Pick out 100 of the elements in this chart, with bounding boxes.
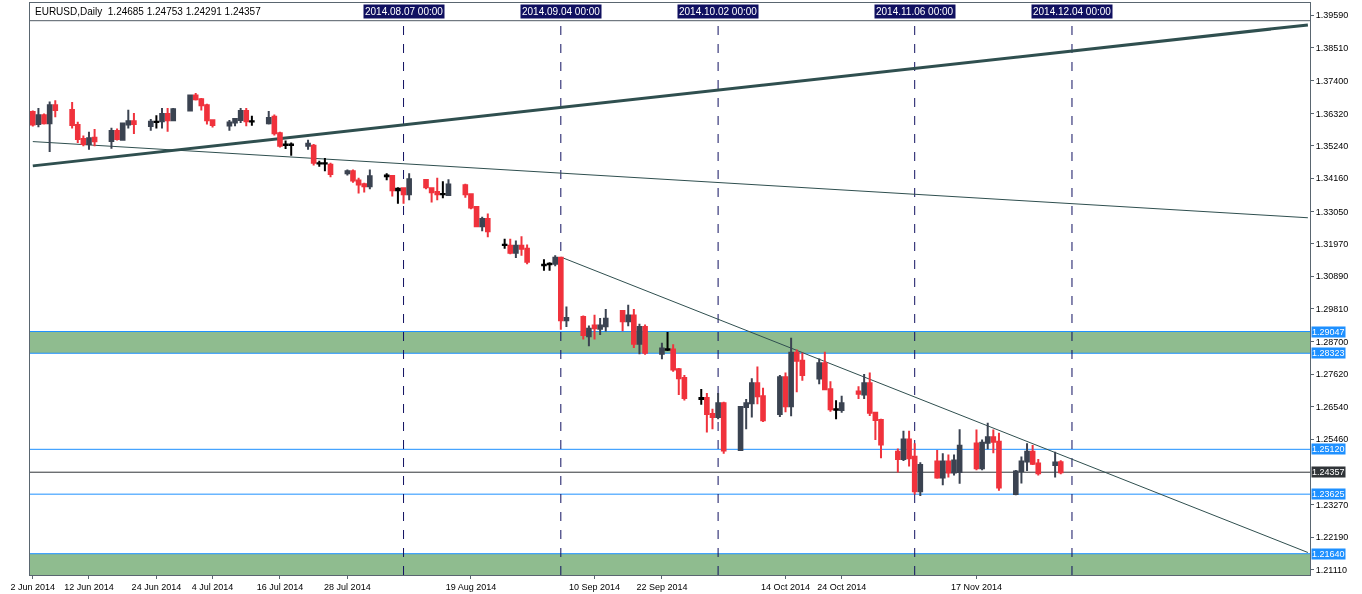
candlestick	[170, 106, 177, 122]
y-tick-label: 1.37400	[1315, 76, 1349, 87]
candlestick	[41, 112, 47, 126]
candlestick	[153, 114, 160, 130]
ref-line-label: 2014.12.04 00:00	[1033, 6, 1112, 17]
y-tick-label: 1.28700	[1315, 337, 1349, 348]
ref-line-label: 1.23625	[1312, 489, 1345, 499]
candlestick	[484, 212, 491, 239]
candlestick	[395, 186, 401, 205]
candlestick	[445, 178, 452, 197]
candlestick	[159, 106, 165, 130]
candlestick	[838, 394, 845, 414]
y-tick-label: 1.29810	[1315, 303, 1349, 314]
candlestick	[631, 307, 637, 349]
y-tick-label: 1.31970	[1315, 239, 1349, 250]
candlestick	[164, 106, 171, 133]
candlestick	[934, 448, 940, 480]
candlestick	[861, 373, 867, 400]
candlestick	[720, 400, 727, 455]
candlestick	[327, 161, 334, 179]
ref-line-label: 1.28323	[1312, 348, 1345, 358]
ref-line-label: 1.21640	[1312, 549, 1345, 559]
candlestick	[383, 172, 390, 182]
candlestick	[563, 305, 570, 328]
candlestick	[91, 127, 98, 148]
candlestick	[788, 336, 794, 418]
x-tick-label: 19 Aug 2014	[445, 581, 497, 592]
candlestick	[552, 254, 559, 268]
y-tick-label: 1.30890	[1315, 271, 1349, 282]
y-tick-label: 1.27620	[1315, 369, 1349, 380]
x-tick-label: 4 Jul 2014	[191, 581, 234, 592]
candlestick	[782, 371, 789, 414]
candlestick	[895, 447, 901, 474]
candlestick	[636, 322, 643, 356]
ref-line-label: 1.24357	[1312, 467, 1345, 477]
y-tick-label: 1.35240	[1315, 140, 1349, 151]
candlestick	[777, 373, 783, 418]
ref-line-label: 2014.11.06 00:00	[876, 6, 954, 17]
candlestick	[816, 357, 823, 386]
candlestick	[305, 138, 311, 151]
ref-line-label: 1.25120	[1312, 444, 1345, 454]
candlestick	[400, 186, 407, 205]
y-tick-label: 1.25460	[1315, 434, 1349, 445]
ref-line-label: 2014.10.02 00:00	[679, 6, 758, 17]
candlestick	[310, 142, 317, 167]
candlestick	[945, 453, 952, 479]
candlestick	[973, 428, 980, 472]
candlestick	[664, 331, 671, 352]
candlestick	[367, 168, 373, 191]
candlestick	[833, 399, 839, 421]
candlestick	[440, 180, 446, 200]
x-tick-label: 24 Jun 2014	[131, 581, 182, 592]
x-tick-label: 17 Nov 2014	[950, 581, 1002, 592]
ref-line-label: 2014.08.07 00:00	[365, 6, 444, 17]
ref-line-label: 1.29047	[1312, 327, 1345, 337]
x-tick-label: 22 Sep 2014	[636, 581, 688, 592]
candlestick	[147, 118, 154, 132]
candlestick	[619, 309, 626, 333]
candlestick	[698, 388, 705, 406]
candlestick	[30, 109, 36, 128]
y-tick-label: 1.33050	[1315, 206, 1349, 217]
y-tick-label: 1.26540	[1315, 401, 1349, 412]
candlestick	[114, 127, 120, 142]
candlestick	[917, 461, 924, 498]
y-tick-label: 1.39590	[1315, 10, 1349, 21]
candlestick	[479, 215, 485, 233]
x-tick-label: 12 Jun 2014	[64, 581, 114, 592]
candlestick	[52, 99, 59, 119]
x-tick-label: 10 Sep 2014	[569, 581, 621, 592]
candlestick	[406, 172, 412, 202]
y-tick-label: 1.22190	[1315, 532, 1349, 543]
candlestick	[558, 256, 564, 331]
candlestick	[35, 106, 42, 129]
x-tick-label: 24 Oct 2014	[817, 581, 867, 592]
candlestick	[642, 323, 648, 356]
y-tick-label: 1.21110	[1315, 564, 1347, 575]
candlestick	[243, 106, 250, 128]
candlestick	[855, 385, 862, 400]
candlestick	[513, 239, 519, 259]
y-tick-label: 1.23270	[1315, 499, 1349, 510]
ref-line-label: 2014.09.04 00:00	[522, 6, 601, 17]
candlestick	[389, 174, 396, 198]
candlestick	[1057, 459, 1064, 476]
candlestick	[591, 313, 598, 341]
candlestick	[586, 324, 592, 348]
x-tick-label: 2 Jun 2014	[10, 581, 56, 592]
candlestick	[580, 314, 587, 341]
candlestick	[187, 93, 193, 112]
candlestick	[625, 303, 632, 328]
x-tick-label: 14 Oct 2014	[760, 581, 811, 592]
candlestick	[939, 452, 946, 487]
candlestick	[249, 114, 255, 127]
candlestick	[265, 109, 272, 126]
x-tick-label: 16 Jul 2014	[256, 581, 304, 592]
candlestick	[659, 341, 665, 361]
x-tick-label: 28 Jul 2014	[324, 581, 371, 592]
candlestick	[715, 391, 721, 421]
candlestick	[900, 429, 907, 463]
candlestick	[501, 237, 508, 250]
candlestick	[507, 237, 514, 256]
